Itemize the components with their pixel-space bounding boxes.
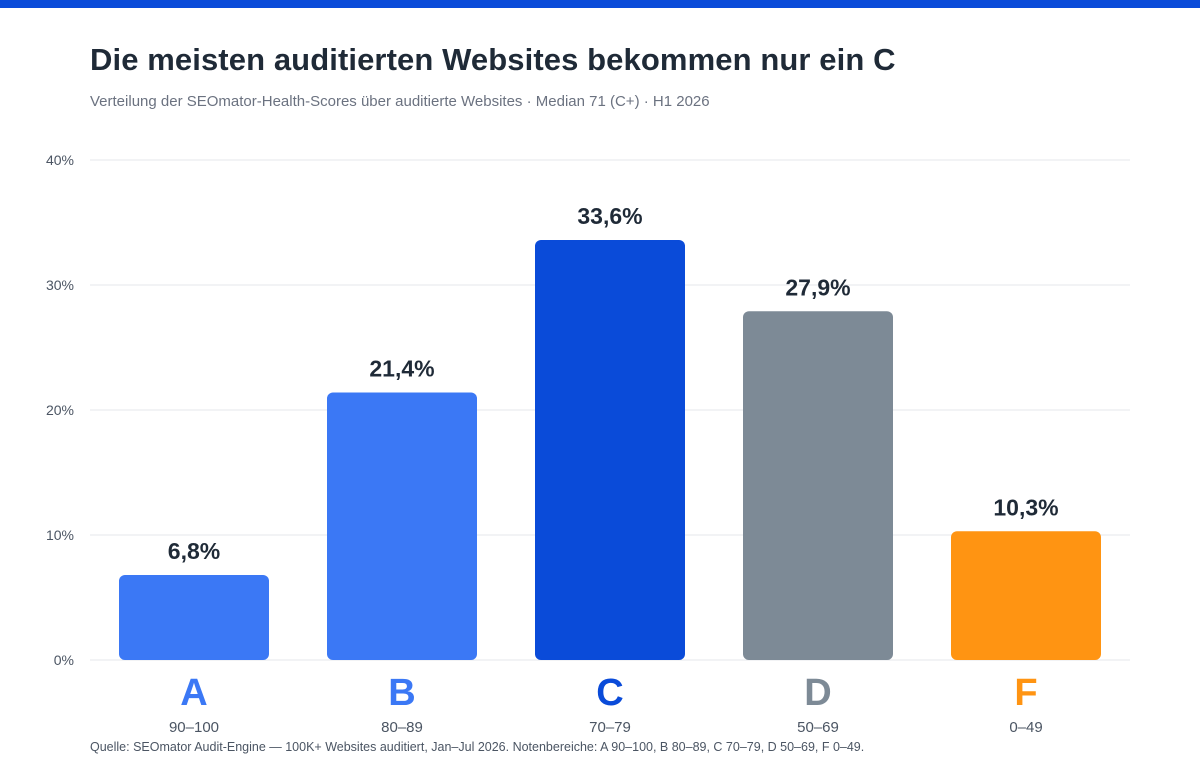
grade-label: C [596, 672, 623, 714]
y-tick-label: 10% [46, 527, 74, 543]
y-tick-label: 20% [46, 402, 74, 418]
bar-value-label: 6,8% [168, 538, 220, 564]
score-range-label: 0–49 [1009, 719, 1042, 736]
bar-b [327, 392, 477, 660]
score-range-label: 50–69 [797, 719, 839, 736]
accent-top-bar [0, 0, 1200, 8]
bar-d [743, 311, 893, 660]
source-note: Quelle: SEOmator Audit-Engine — 100K+ We… [90, 740, 865, 754]
score-range-label: 70–79 [589, 719, 631, 736]
grade-label: A [180, 672, 207, 714]
chart-title: Die meisten auditierten Websites bekomme… [90, 42, 896, 77]
grade-label: B [388, 672, 415, 714]
bar-value-label: 10,3% [993, 494, 1058, 520]
bar-a [119, 575, 269, 660]
y-tick-label: 40% [46, 152, 74, 168]
score-range-label: 90–100 [169, 719, 219, 736]
bar-c [535, 240, 685, 660]
grade-label: F [1014, 672, 1037, 714]
bar-value-label: 27,9% [785, 274, 850, 300]
chart-subtitle: Verteilung der SEOmator-Health-Scores üb… [90, 93, 710, 110]
y-tick-label: 0% [54, 652, 74, 668]
bar-value-label: 21,4% [369, 356, 434, 382]
score-range-label: 80–89 [381, 719, 423, 736]
bar-f [951, 531, 1101, 660]
bar-value-label: 33,6% [577, 203, 642, 229]
grade-label: D [804, 672, 831, 714]
y-tick-label: 30% [46, 277, 74, 293]
